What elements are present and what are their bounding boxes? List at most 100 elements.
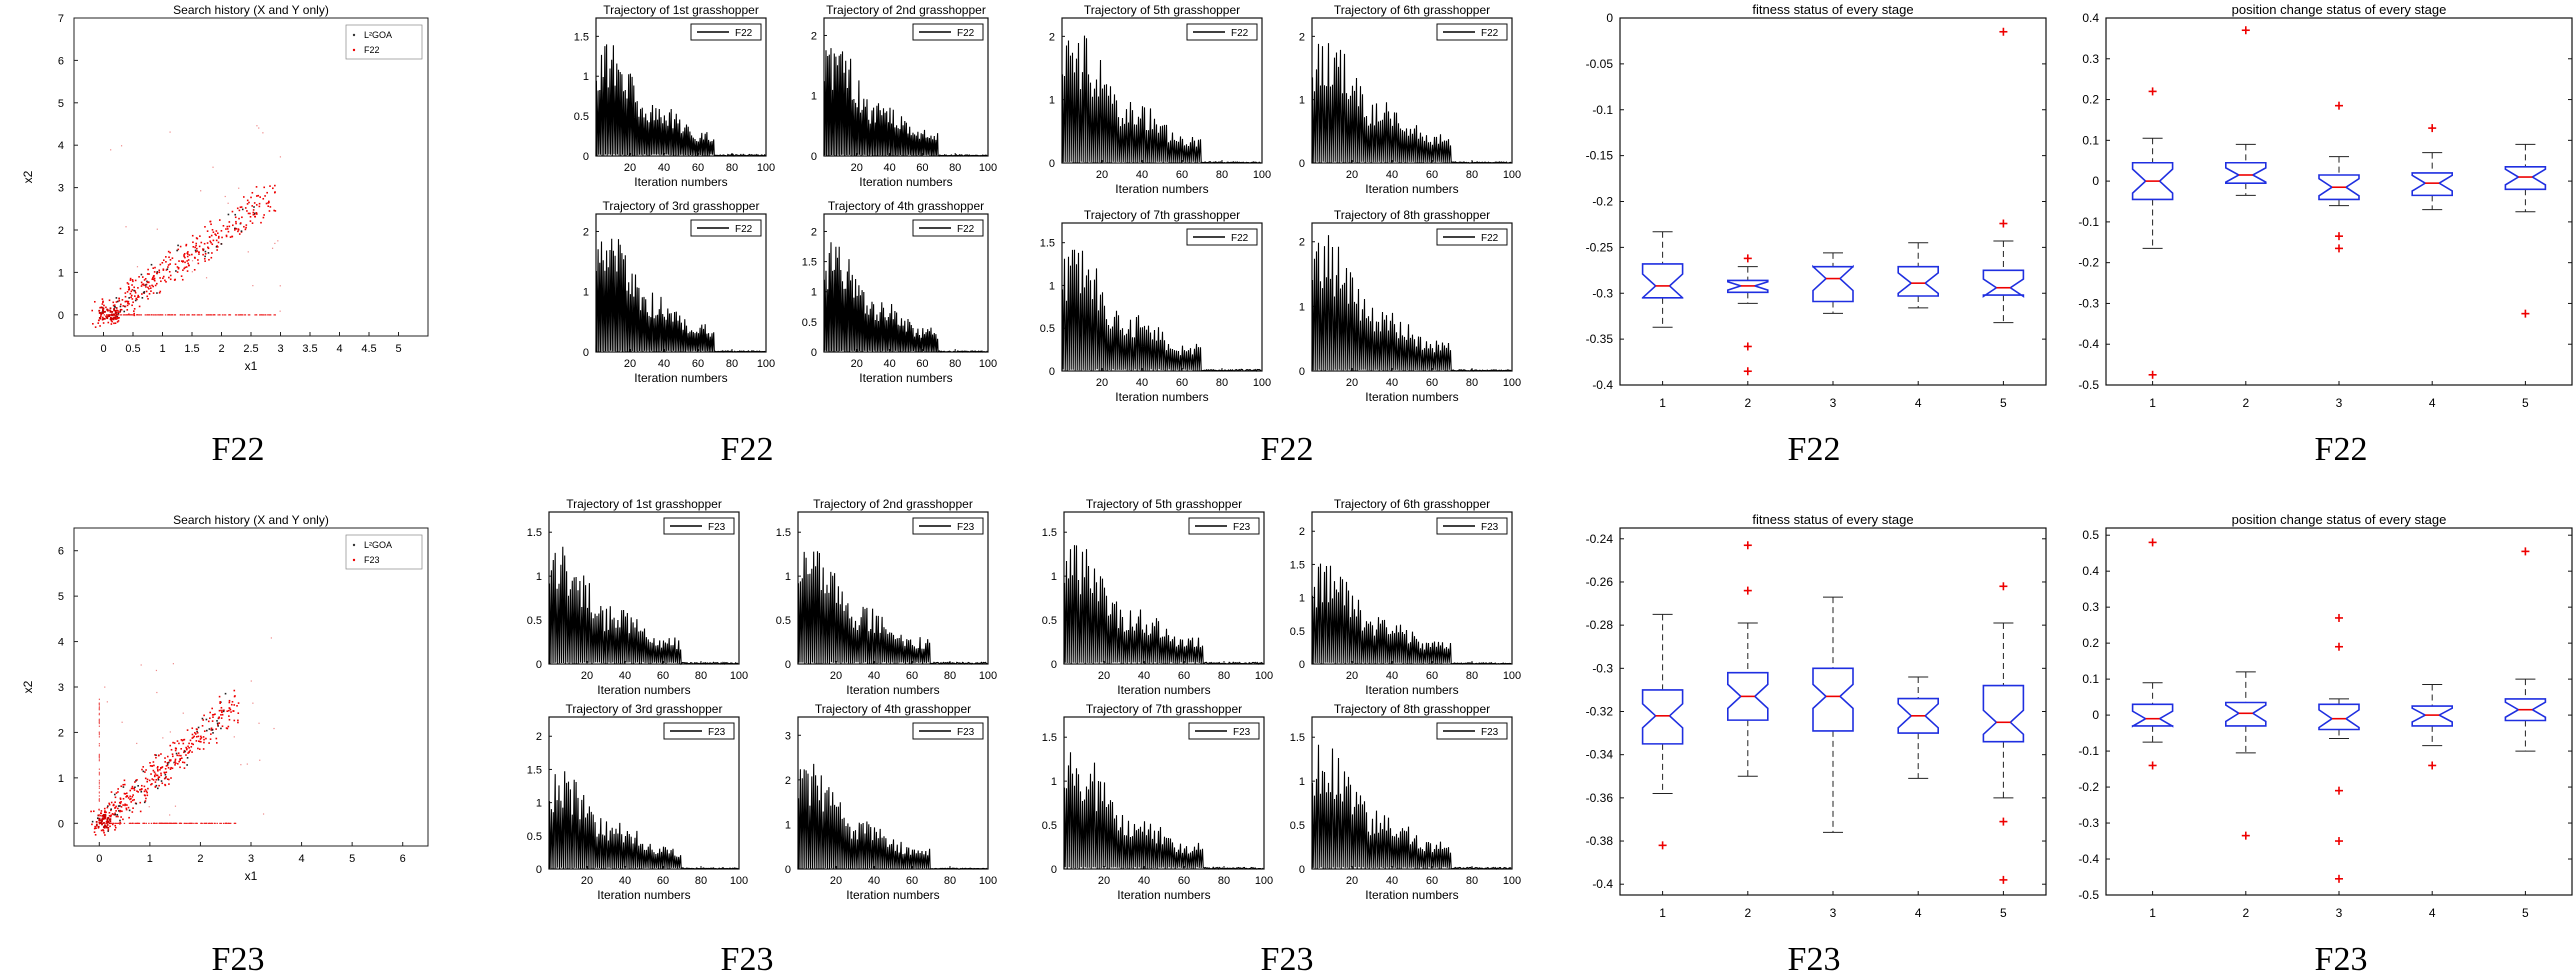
scatter-point <box>215 245 218 248</box>
scatter-point <box>179 314 182 316</box>
trajectory-line <box>1311 43 1512 164</box>
scatter-point <box>177 244 179 247</box>
scatter-point <box>171 257 174 259</box>
scatter-point <box>174 314 176 316</box>
scatter-point <box>197 259 199 261</box>
scatter-point <box>100 312 103 315</box>
scatter-point <box>144 777 147 780</box>
scatter-point <box>204 822 206 824</box>
scatter-point <box>168 783 170 785</box>
scatter-point <box>167 766 170 769</box>
scatter-point <box>164 773 167 776</box>
scatter-point <box>186 764 188 766</box>
scatter-point <box>115 311 118 314</box>
scatter-point <box>238 314 241 316</box>
scatter-point <box>183 314 186 316</box>
scatter-point <box>104 813 107 816</box>
scatter-point <box>131 289 134 291</box>
boxplot-x-tick-label: 3 <box>2336 906 2343 920</box>
scatter-point <box>104 825 107 828</box>
scatter-point <box>99 819 102 822</box>
trajectory-x-tick-label: 20 <box>581 875 593 887</box>
scatter-point <box>116 300 119 303</box>
trajectory-x-tick-label: 60 <box>692 162 704 174</box>
trajectory-x-tick-label: 40 <box>883 162 895 174</box>
scatter-x-tick-label: 0 <box>100 343 106 355</box>
scatter-point <box>141 293 143 295</box>
scatter-point <box>212 231 215 234</box>
scatter-point <box>251 205 254 207</box>
scatter-point <box>188 314 190 316</box>
scatter-y-tick-label: 3 <box>58 682 64 694</box>
scatter-point <box>101 306 104 309</box>
boxplot-y-tick-label: 0 <box>2092 174 2099 188</box>
scatter-y-tick-label: 6 <box>58 546 64 558</box>
scatter-point <box>98 755 100 758</box>
trajectory-y-tick-label: 2 <box>583 226 589 238</box>
trajectory-x-tick-label: 40 <box>658 162 670 174</box>
scatter-point <box>133 789 136 791</box>
scatter-point <box>136 314 139 316</box>
scatter-point <box>189 822 191 824</box>
scatter-point <box>106 819 109 821</box>
scatter-point <box>91 820 94 823</box>
boxplot-y-tick-label: -0.2 <box>2078 780 2099 794</box>
scatter-point <box>247 314 250 316</box>
scatter-point <box>128 288 131 291</box>
trajectory-title: Trajectory of 8th grasshopper <box>1334 702 1490 716</box>
scatter-point <box>114 322 117 325</box>
trajectory-legend: F22 <box>1186 23 1258 41</box>
scatter-point <box>215 728 217 730</box>
scatter-point <box>105 820 108 823</box>
boxplot-box-4 <box>2411 684 2453 770</box>
scatter-point <box>226 710 229 713</box>
boxplot-axes-frame <box>1619 527 2047 896</box>
scatter-point <box>224 692 227 695</box>
boxplot-box-5 <box>1982 582 2025 884</box>
scatter-point <box>111 320 113 323</box>
scatter-y-tick-label: 2 <box>58 225 64 237</box>
scatter-point <box>124 292 127 294</box>
scatter-point <box>121 810 123 813</box>
scatter-point <box>165 771 168 774</box>
scatter-point <box>200 241 203 244</box>
boxplot-x-tick-label: 1 <box>1659 906 1666 920</box>
scatter-point <box>235 222 237 225</box>
scatter-point <box>211 822 213 824</box>
scatter-point <box>137 296 139 298</box>
scatter-x-tick-label: 0 <box>96 853 102 865</box>
scatter-point <box>208 236 211 238</box>
scatter-point <box>239 222 242 224</box>
scatter-point <box>202 253 204 256</box>
scatter-point <box>164 314 167 316</box>
boxplot-x-tick-label: 2 <box>2242 906 2249 920</box>
trajectory-x-tick-label: 80 <box>1466 377 1478 389</box>
trajectory-legend-label: F22 <box>1231 233 1249 244</box>
scatter-point <box>157 314 159 316</box>
scatter-point <box>177 267 180 270</box>
scatter-point <box>97 319 100 322</box>
scatter-point <box>169 251 171 254</box>
scatter-point <box>180 822 183 824</box>
scatter-point <box>146 295 149 298</box>
scatter-point <box>272 187 274 190</box>
trajectory-x-tick-label: 20 <box>1096 377 1108 389</box>
trajectory-line <box>595 44 766 157</box>
scatter-point <box>156 822 158 824</box>
scatter-point <box>212 732 214 734</box>
scatter-point <box>101 822 103 824</box>
scatter-point <box>174 805 177 807</box>
scatter-point <box>138 305 141 308</box>
boxplot-box-1 <box>1641 231 1684 328</box>
scatter-point <box>241 216 243 219</box>
scatter-point <box>180 748 182 750</box>
scatter-point <box>274 184 276 187</box>
scatter-point <box>167 314 169 316</box>
scatter-point <box>98 721 100 723</box>
scatter-point <box>228 701 231 704</box>
boxplot-x-tick-label: 5 <box>2522 906 2529 920</box>
scatter-x-tick-label: 1 <box>147 853 153 865</box>
scatter-point <box>156 767 159 769</box>
trajectory-line <box>548 771 739 870</box>
scatter-point <box>108 314 111 317</box>
